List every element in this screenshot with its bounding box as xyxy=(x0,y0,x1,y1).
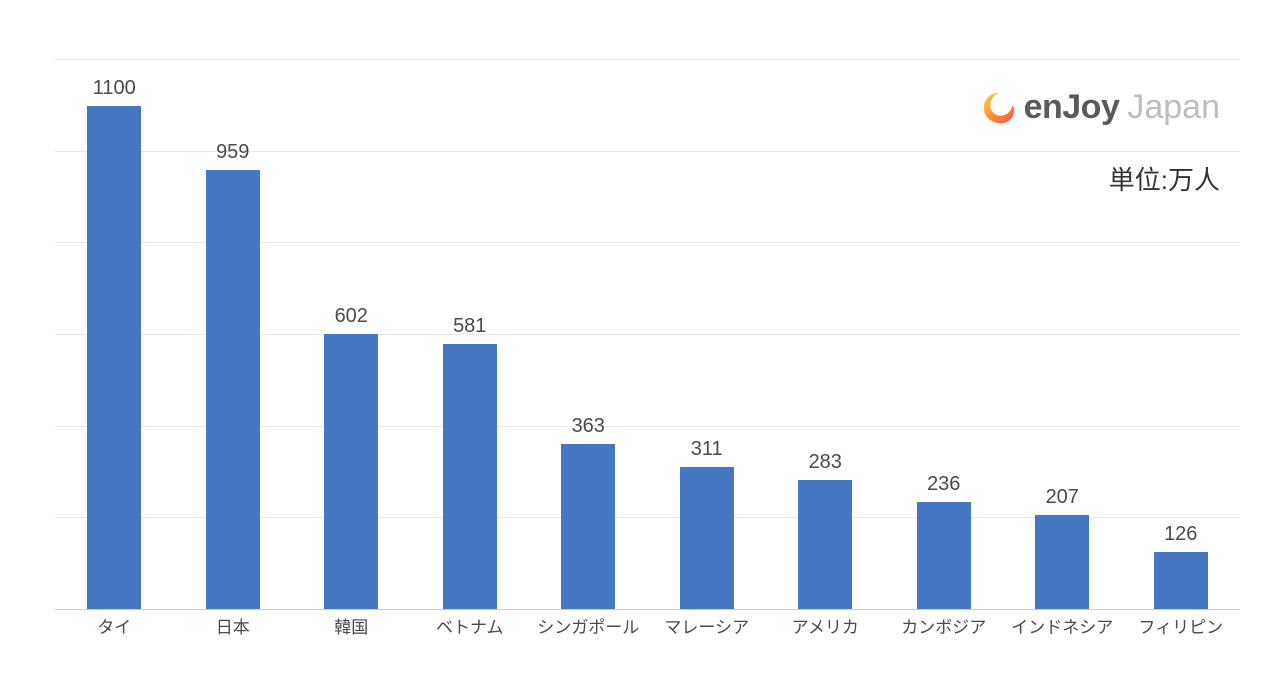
bars-container: 1100 959 602 581 363 311 283 236 207 126 xyxy=(55,60,1240,610)
bar-group: 283 xyxy=(766,60,885,610)
bar-value-label: 236 xyxy=(927,473,960,496)
x-axis-label: タイ xyxy=(55,613,174,638)
bar-value-label: 1100 xyxy=(93,77,136,100)
bar xyxy=(917,502,971,610)
bar-value-label: 363 xyxy=(572,415,605,438)
bar-value-label: 959 xyxy=(216,141,249,164)
x-axis-label: ベトナム xyxy=(411,613,530,638)
bar-group: 311 xyxy=(648,60,767,610)
x-axis-label: アメリカ xyxy=(766,613,885,638)
bar-value-label: 207 xyxy=(1046,486,1079,509)
x-axis-label: 韓国 xyxy=(292,613,411,638)
bar-group: 602 xyxy=(292,60,411,610)
bar-group: 959 xyxy=(174,60,293,610)
bar-value-label: 126 xyxy=(1164,523,1197,546)
bar-group: 1100 xyxy=(55,60,174,610)
bar-group: 207 xyxy=(1003,60,1122,610)
bar-chart: 1100 959 602 581 363 311 283 236 207 126 タイ日本韓国ベト… xyxy=(55,60,1240,640)
bar-value-label: 581 xyxy=(453,315,486,338)
bar-group: 126 xyxy=(1122,60,1241,610)
bar xyxy=(561,444,615,610)
x-axis-label: フィリピン xyxy=(1122,613,1241,638)
bar xyxy=(680,467,734,610)
bar-group: 581 xyxy=(411,60,530,610)
x-axis-label: マレーシア xyxy=(648,613,767,638)
bar xyxy=(1035,515,1089,610)
x-axis-label: カンボジア xyxy=(885,613,1004,638)
bar xyxy=(206,170,260,610)
x-axis-label: シンガポール xyxy=(529,613,648,638)
x-axis-labels: タイ日本韓国ベトナムシンガポールマレーシアアメリカカンボジアインドネシアフィリピ… xyxy=(55,610,1240,640)
bar-group: 363 xyxy=(529,60,648,610)
plot-area: 1100 959 602 581 363 311 283 236 207 126 xyxy=(55,60,1240,610)
bar xyxy=(324,334,378,610)
bar xyxy=(87,106,141,610)
bar-value-label: 283 xyxy=(809,451,842,474)
bar-value-label: 602 xyxy=(335,305,368,328)
x-axis-label: インドネシア xyxy=(1003,613,1122,638)
bar-value-label: 311 xyxy=(691,438,723,461)
bar-group: 236 xyxy=(885,60,1004,610)
bar xyxy=(798,480,852,610)
bar xyxy=(443,344,497,610)
bar xyxy=(1154,552,1208,610)
x-axis-label: 日本 xyxy=(174,613,293,638)
